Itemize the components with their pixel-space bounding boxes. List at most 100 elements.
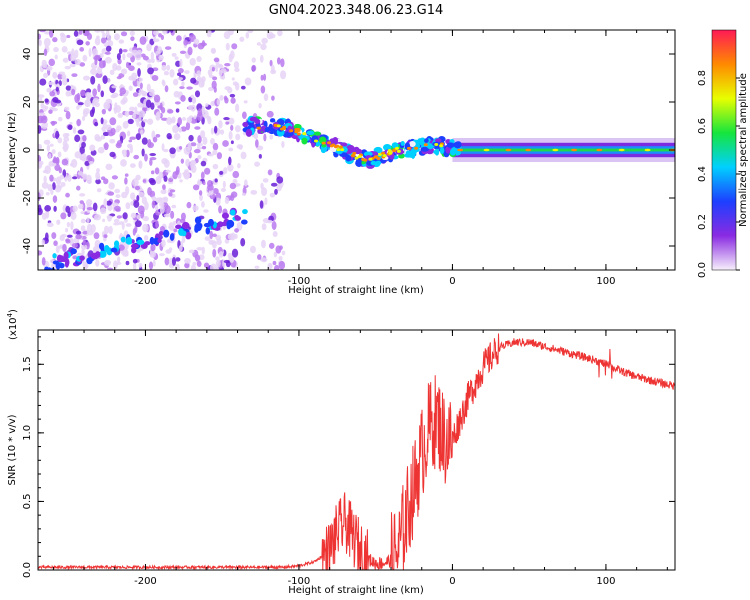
spectrogram-point bbox=[173, 78, 179, 86]
spectrogram-point bbox=[196, 55, 202, 63]
spectrogram-point bbox=[203, 222, 211, 228]
spectrogram-point bbox=[180, 126, 187, 132]
spectrogram-point bbox=[38, 125, 42, 134]
spectrogram-point bbox=[261, 223, 267, 231]
ridge-peak bbox=[302, 132, 307, 136]
ridge-peak bbox=[256, 126, 261, 130]
colorbar-tick-label: 0.6 bbox=[697, 118, 708, 134]
spectrogram-point bbox=[168, 192, 173, 197]
spectrogram-point bbox=[139, 82, 143, 90]
spectrogram-point bbox=[203, 209, 209, 213]
ridge-peak bbox=[351, 154, 356, 158]
spectrogram-point bbox=[109, 69, 115, 75]
spectrogram-point bbox=[188, 134, 194, 142]
spectrogram-point bbox=[160, 34, 165, 41]
spectrogram-point bbox=[119, 87, 126, 95]
spectrogram-point bbox=[173, 228, 178, 233]
spectrogram-point bbox=[38, 33, 42, 40]
spectrogram-point bbox=[79, 255, 85, 261]
spectrogram-point bbox=[63, 251, 69, 260]
ridge-point bbox=[264, 127, 270, 133]
spectrogram-point bbox=[63, 136, 70, 142]
spectrogram-point bbox=[181, 230, 187, 237]
spectrogram-point bbox=[130, 192, 136, 200]
spectrogram-point bbox=[171, 204, 177, 209]
spectrogram-point bbox=[166, 132, 172, 140]
ridge-point bbox=[427, 143, 434, 150]
spectrogram-point bbox=[53, 240, 58, 247]
spectrogram-point bbox=[179, 179, 183, 183]
spectrogram-point bbox=[276, 57, 281, 65]
spectrogram-point bbox=[228, 53, 233, 63]
spectrogram-point bbox=[124, 110, 130, 117]
spectrogram-point bbox=[211, 66, 215, 72]
spectrogram-point bbox=[163, 213, 171, 218]
ridge-peak bbox=[294, 128, 299, 132]
spectrogram-point bbox=[66, 221, 71, 228]
spectrogram-point bbox=[234, 67, 240, 72]
ridge-point bbox=[242, 121, 249, 128]
spectrogram-point bbox=[234, 125, 241, 133]
spectrogram-point bbox=[226, 219, 235, 228]
spectrogram-point bbox=[278, 260, 286, 270]
spectrogram-point bbox=[76, 39, 84, 46]
spectrogram-ytick-label: -40 bbox=[22, 238, 33, 254]
spectrogram-point bbox=[66, 234, 73, 238]
spectrogram-point bbox=[95, 244, 100, 249]
spectrogram-point bbox=[134, 185, 141, 191]
spectrogram-point bbox=[271, 95, 275, 101]
spectrogram-point bbox=[49, 106, 56, 111]
spectrogram-point bbox=[106, 267, 114, 270]
spectrogram-point bbox=[180, 158, 185, 164]
spectrogram-point bbox=[82, 75, 90, 81]
ridge-point bbox=[245, 128, 253, 137]
spectrogram-point bbox=[102, 32, 106, 39]
spectrogram-point bbox=[120, 31, 128, 37]
spectrogram-point bbox=[94, 121, 99, 127]
spectrogram-point bbox=[186, 116, 193, 124]
ridge-peak bbox=[414, 146, 419, 150]
spectrogram-point bbox=[80, 218, 86, 224]
spectrogram-point bbox=[257, 254, 262, 260]
colorbar-tick-label: 0.4 bbox=[697, 166, 708, 182]
spectrogram-point bbox=[183, 146, 191, 155]
spectrogram-point bbox=[234, 233, 238, 240]
spectrogram-point bbox=[161, 64, 167, 71]
spectrogram-point bbox=[169, 69, 175, 78]
spectrogram-point bbox=[143, 118, 148, 123]
spectrogram-point bbox=[147, 118, 154, 125]
spectrogram-point bbox=[77, 102, 84, 106]
spectrogram-point bbox=[80, 89, 86, 97]
spectrogram-point bbox=[159, 205, 165, 214]
spectrogram-point bbox=[91, 106, 96, 114]
ridge-peak bbox=[439, 144, 444, 148]
spectrogram-point bbox=[175, 257, 181, 262]
spectrogram-point bbox=[188, 105, 193, 111]
spectrogram-point bbox=[209, 263, 217, 270]
spectrogram-point bbox=[107, 191, 115, 196]
spectrogram-point bbox=[90, 75, 96, 85]
spectrogram-point bbox=[117, 256, 121, 263]
spectrogram-point bbox=[44, 165, 51, 174]
spectrogram-point bbox=[92, 88, 97, 97]
spectrogram-point bbox=[80, 225, 86, 232]
spectrogram-point bbox=[39, 78, 47, 86]
ridge-peak bbox=[289, 129, 294, 133]
spectrogram-point bbox=[113, 240, 120, 248]
spectrogram-point bbox=[190, 264, 196, 270]
spectrogram-point bbox=[200, 130, 206, 139]
spectrogram-point bbox=[225, 42, 230, 51]
spectrogram-point bbox=[58, 71, 66, 75]
spectrogram-point bbox=[132, 258, 138, 264]
spectrogram-point bbox=[224, 97, 229, 104]
spectrogram-point bbox=[54, 99, 62, 104]
spectrogram-point bbox=[114, 33, 120, 41]
spectrogram-point bbox=[78, 30, 83, 35]
spectrogram-point bbox=[74, 94, 80, 104]
spectrogram-point bbox=[232, 170, 240, 179]
spectrogram-point bbox=[250, 189, 258, 195]
spectrogram-point bbox=[90, 252, 99, 259]
spectrogram-point bbox=[159, 202, 165, 207]
spectrogram-point bbox=[266, 31, 274, 40]
spectrogram-point bbox=[196, 260, 202, 267]
